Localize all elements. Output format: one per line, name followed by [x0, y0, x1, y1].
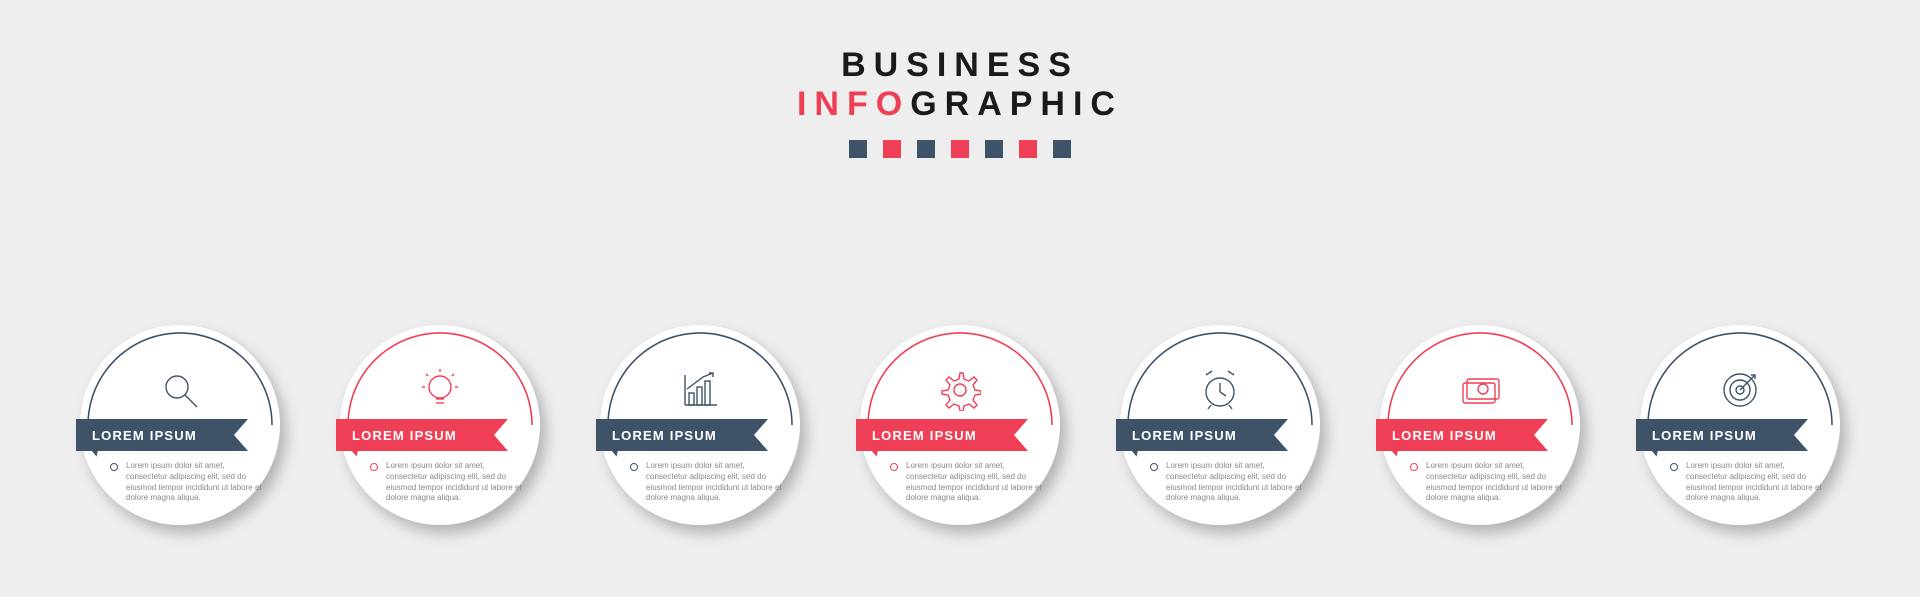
bullet-dot-icon	[1150, 463, 1158, 471]
chart-icon	[679, 369, 721, 411]
step-7: LOREM IPSUM Lorem ipsum dolor sit amet, …	[1640, 325, 1840, 525]
title-square	[849, 140, 867, 158]
title-square	[951, 140, 969, 158]
steps-row: LOREM IPSUM Lorem ipsum dolor sit amet, …	[0, 325, 1920, 525]
step-body-text: Lorem ipsum dolor sit amet, consectetur …	[906, 461, 1048, 504]
title-square	[917, 140, 935, 158]
step-label: LOREM IPSUM	[352, 428, 457, 443]
gear-icon	[939, 369, 981, 411]
step-description: Lorem ipsum dolor sit amet, consectetur …	[1670, 461, 1828, 504]
step-label: LOREM IPSUM	[1652, 428, 1757, 443]
step-label: LOREM IPSUM	[872, 428, 977, 443]
step-body-text: Lorem ipsum dolor sit amet, consectetur …	[1166, 461, 1308, 504]
step-label: LOREM IPSUM	[92, 428, 197, 443]
step-body-text: Lorem ipsum dolor sit amet, consectetur …	[646, 461, 788, 504]
step-body-text: Lorem ipsum dolor sit amet, consectetur …	[1426, 461, 1568, 504]
clock-icon	[1199, 369, 1241, 411]
title-square	[1019, 140, 1037, 158]
step-banner: LOREM IPSUM	[856, 419, 1028, 451]
step-banner: LOREM IPSUM	[1116, 419, 1288, 451]
step-description: Lorem ipsum dolor sit amet, consectetur …	[110, 461, 268, 504]
bullet-dot-icon	[1410, 463, 1418, 471]
bullet-dot-icon	[370, 463, 378, 471]
step-4: LOREM IPSUM Lorem ipsum dolor sit amet, …	[860, 325, 1060, 525]
bullet-dot-icon	[110, 463, 118, 471]
step-1: LOREM IPSUM Lorem ipsum dolor sit amet, …	[80, 325, 280, 525]
step-3: LOREM IPSUM Lorem ipsum dolor sit amet, …	[600, 325, 800, 525]
target-icon	[1719, 369, 1761, 411]
step-description: Lorem ipsum dolor sit amet, consectetur …	[1150, 461, 1308, 504]
step-description: Lorem ipsum dolor sit amet, consectetur …	[1410, 461, 1568, 504]
step-body-text: Lorem ipsum dolor sit amet, consectetur …	[386, 461, 528, 504]
infographic-page: BUSINESS INFOGRAPHIC LOREM IPSUM Lorem i…	[0, 0, 1920, 597]
step-banner: LOREM IPSUM	[1376, 419, 1548, 451]
idea-icon	[419, 369, 461, 411]
step-body-text: Lorem ipsum dolor sit amet, consectetur …	[126, 461, 268, 504]
step-description: Lorem ipsum dolor sit amet, consectetur …	[370, 461, 528, 504]
step-description: Lorem ipsum dolor sit amet, consectetur …	[890, 461, 1048, 504]
title-rest: GRAPHIC	[910, 85, 1123, 123]
title-accent: INFO	[797, 85, 910, 123]
bullet-dot-icon	[890, 463, 898, 471]
step-banner: LOREM IPSUM	[336, 419, 508, 451]
bullet-dot-icon	[630, 463, 638, 471]
step-2: LOREM IPSUM Lorem ipsum dolor sit amet, …	[340, 325, 540, 525]
step-5: LOREM IPSUM Lorem ipsum dolor sit amet, …	[1120, 325, 1320, 525]
step-banner: LOREM IPSUM	[1636, 419, 1808, 451]
title-line1: BUSINESS	[797, 46, 1123, 85]
step-label: LOREM IPSUM	[1392, 428, 1497, 443]
step-body-text: Lorem ipsum dolor sit amet, consectetur …	[1686, 461, 1828, 504]
step-6: LOREM IPSUM Lorem ipsum dolor sit amet, …	[1380, 325, 1580, 525]
header: BUSINESS INFOGRAPHIC	[797, 46, 1123, 158]
step-label: LOREM IPSUM	[1132, 428, 1237, 443]
title-squares	[797, 140, 1123, 158]
search-icon	[159, 369, 201, 411]
step-banner: LOREM IPSUM	[596, 419, 768, 451]
step-label: LOREM IPSUM	[612, 428, 717, 443]
title-square	[985, 140, 1003, 158]
title-square	[883, 140, 901, 158]
step-description: Lorem ipsum dolor sit amet, consectetur …	[630, 461, 788, 504]
title-square	[1053, 140, 1071, 158]
money-icon	[1459, 369, 1501, 411]
step-banner: LOREM IPSUM	[76, 419, 248, 451]
bullet-dot-icon	[1670, 463, 1678, 471]
title-line2: INFOGRAPHIC	[797, 85, 1123, 124]
